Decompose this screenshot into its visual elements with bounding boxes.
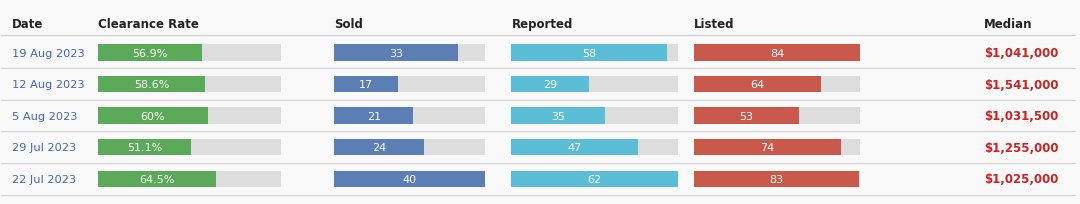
FancyBboxPatch shape [335,171,485,187]
Text: 29 Jul 2023: 29 Jul 2023 [12,143,77,152]
Text: 62: 62 [588,174,602,184]
Text: $1,031,500: $1,031,500 [984,110,1058,123]
Text: 83: 83 [769,174,783,184]
FancyBboxPatch shape [694,76,821,93]
FancyBboxPatch shape [512,76,678,93]
FancyBboxPatch shape [335,76,399,93]
FancyBboxPatch shape [694,108,861,124]
FancyBboxPatch shape [694,139,840,156]
FancyBboxPatch shape [512,108,606,124]
FancyBboxPatch shape [335,108,485,124]
FancyBboxPatch shape [694,171,859,187]
FancyBboxPatch shape [335,45,458,61]
Text: 58: 58 [582,48,596,58]
Text: Sold: Sold [335,18,363,30]
Text: 64.5%: 64.5% [139,174,175,184]
FancyBboxPatch shape [98,171,216,187]
FancyBboxPatch shape [98,76,205,93]
FancyBboxPatch shape [98,76,281,93]
FancyBboxPatch shape [694,76,861,93]
Text: $1,041,000: $1,041,000 [984,47,1058,60]
FancyBboxPatch shape [335,45,485,61]
FancyBboxPatch shape [335,171,485,187]
FancyBboxPatch shape [512,171,678,187]
Text: $1,025,000: $1,025,000 [984,172,1058,185]
Text: 84: 84 [770,48,784,58]
FancyBboxPatch shape [512,108,678,124]
Text: 47: 47 [567,143,582,152]
Text: $1,255,000: $1,255,000 [984,141,1058,154]
Text: 58.6%: 58.6% [134,80,170,90]
FancyBboxPatch shape [98,139,191,156]
Text: 60%: 60% [140,111,165,121]
Text: 40: 40 [403,174,417,184]
Text: 29: 29 [543,80,557,90]
FancyBboxPatch shape [335,139,485,156]
FancyBboxPatch shape [512,139,637,156]
FancyBboxPatch shape [335,76,485,93]
Text: 33: 33 [389,48,403,58]
Text: 74: 74 [760,143,774,152]
FancyBboxPatch shape [694,108,799,124]
Text: Date: Date [12,18,43,30]
FancyBboxPatch shape [694,171,861,187]
Text: 5 Aug 2023: 5 Aug 2023 [12,111,78,121]
Text: 64: 64 [751,80,765,90]
Text: $1,541,000: $1,541,000 [984,78,1058,91]
Text: 22 Jul 2023: 22 Jul 2023 [12,174,77,184]
Text: Listed: Listed [694,18,734,30]
FancyBboxPatch shape [98,139,281,156]
FancyBboxPatch shape [98,45,202,61]
FancyBboxPatch shape [98,45,281,61]
FancyBboxPatch shape [98,171,281,187]
FancyBboxPatch shape [694,139,861,156]
Text: 12 Aug 2023: 12 Aug 2023 [12,80,84,90]
FancyBboxPatch shape [335,108,414,124]
Text: 21: 21 [367,111,381,121]
Text: Clearance Rate: Clearance Rate [98,18,199,30]
Text: 24: 24 [373,143,387,152]
Text: Median: Median [984,18,1032,30]
FancyBboxPatch shape [512,171,678,187]
FancyBboxPatch shape [512,45,678,61]
FancyBboxPatch shape [694,45,861,61]
Text: 56.9%: 56.9% [132,48,167,58]
FancyBboxPatch shape [512,45,667,61]
Text: 53: 53 [740,111,754,121]
FancyBboxPatch shape [694,45,861,61]
Text: 51.1%: 51.1% [127,143,162,152]
FancyBboxPatch shape [335,139,424,156]
Text: Reported: Reported [512,18,572,30]
Text: 17: 17 [360,80,374,90]
FancyBboxPatch shape [512,76,590,93]
Text: 35: 35 [552,111,566,121]
FancyBboxPatch shape [512,139,678,156]
Text: 19 Aug 2023: 19 Aug 2023 [12,48,85,58]
FancyBboxPatch shape [98,108,207,124]
FancyBboxPatch shape [98,108,281,124]
